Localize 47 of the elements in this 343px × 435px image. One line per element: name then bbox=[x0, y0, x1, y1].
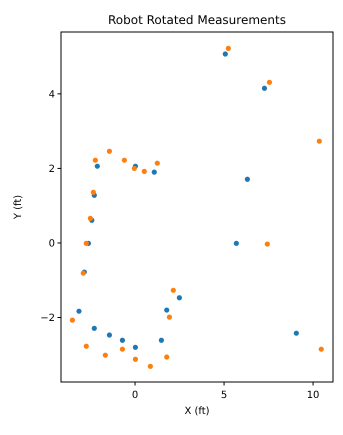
point bbox=[294, 330, 299, 336]
point bbox=[222, 51, 228, 57]
point bbox=[166, 314, 172, 320]
point bbox=[266, 80, 272, 85]
point bbox=[148, 364, 153, 369]
point bbox=[84, 240, 89, 246]
point bbox=[120, 338, 126, 343]
x-tick-label: 10 bbox=[306, 390, 320, 401]
point bbox=[120, 346, 126, 352]
point bbox=[94, 164, 100, 169]
point bbox=[152, 170, 157, 175]
point bbox=[164, 354, 170, 360]
point bbox=[132, 356, 138, 362]
chart-title: Robot Rotated Measurements bbox=[108, 13, 286, 27]
x-axis-title: X (ft) bbox=[184, 406, 210, 417]
y-axis-title: Y (ft) bbox=[13, 194, 24, 220]
point bbox=[106, 332, 112, 338]
point bbox=[244, 176, 250, 182]
point bbox=[158, 338, 164, 343]
point bbox=[234, 240, 239, 246]
point bbox=[318, 346, 324, 352]
point bbox=[76, 308, 82, 314]
point bbox=[132, 166, 137, 172]
x-tick-label: 0 bbox=[132, 390, 138, 401]
y-tick-label: 4 bbox=[48, 89, 55, 100]
point bbox=[132, 344, 138, 350]
y-tick-label: 0 bbox=[48, 238, 55, 250]
point bbox=[164, 307, 170, 313]
point bbox=[142, 168, 147, 174]
point bbox=[316, 138, 322, 144]
y-tick-label: −2 bbox=[40, 313, 55, 324]
point bbox=[170, 288, 176, 293]
point bbox=[90, 190, 96, 195]
point bbox=[262, 86, 268, 91]
point bbox=[92, 158, 98, 163]
point bbox=[176, 295, 182, 300]
x-tick-label: 5 bbox=[220, 390, 228, 401]
point bbox=[84, 344, 89, 349]
point bbox=[70, 318, 75, 323]
point bbox=[154, 160, 160, 166]
point bbox=[92, 326, 97, 331]
y-tick-label: 2 bbox=[48, 164, 55, 175]
point bbox=[264, 241, 270, 247]
point bbox=[106, 148, 112, 154]
point bbox=[226, 46, 231, 51]
point bbox=[122, 158, 127, 163]
point bbox=[102, 352, 108, 358]
